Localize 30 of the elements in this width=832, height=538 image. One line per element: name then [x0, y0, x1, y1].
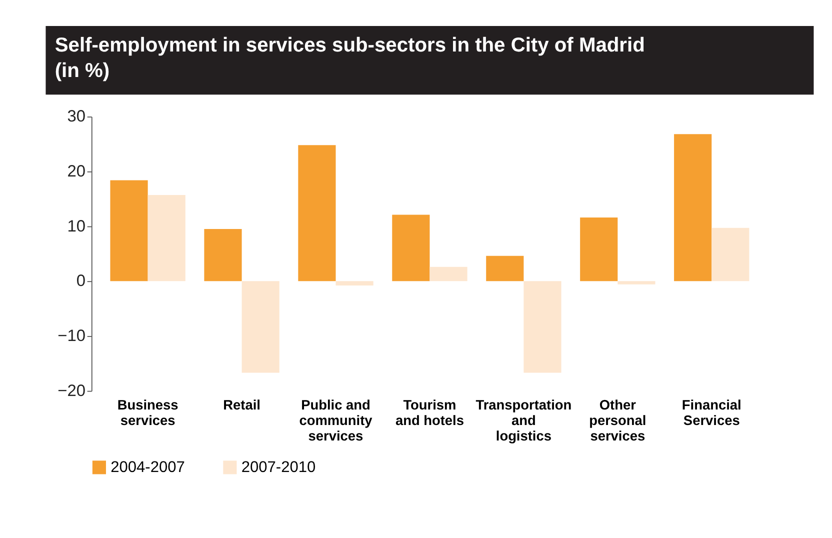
- legend-label: 2004-2007: [110, 458, 185, 476]
- y-tick-label: 20: [67, 162, 86, 180]
- x-tick-label: Transportation and logistics: [476, 398, 572, 444]
- y-tick-label: 30: [67, 108, 86, 126]
- bar: [712, 228, 750, 282]
- chart-title: Self-employment in services sub-sectors in the City of Madrid (in %): [54, 34, 645, 82]
- y-tick-label: −10: [58, 327, 86, 346]
- bar: [392, 214, 430, 282]
- x-tick-label: Retail: [223, 398, 260, 413]
- bar: [524, 281, 562, 373]
- legend-label: 2007-2010: [241, 458, 316, 476]
- y-tick-label: 10: [67, 217, 86, 236]
- x-tick-label: Other personal services: [589, 398, 646, 444]
- bar: [580, 217, 618, 282]
- bar: [618, 281, 656, 284]
- bar: [204, 229, 242, 282]
- bar: [486, 256, 524, 282]
- bar: [674, 134, 712, 282]
- bar: [242, 281, 280, 373]
- x-tick-label: Financial Services: [682, 398, 742, 428]
- bar: [298, 145, 336, 282]
- y-tick-label: −20: [58, 382, 86, 400]
- x-tick-label: Tourism and hotels: [395, 398, 464, 428]
- x-tick-label: Public and community services: [299, 398, 373, 444]
- y-tick-label: 0: [76, 272, 86, 290]
- bar: [148, 195, 186, 282]
- bar: [110, 180, 148, 282]
- bar: [430, 266, 468, 282]
- bar: [336, 281, 374, 286]
- x-tick-label: Business services: [117, 398, 179, 428]
